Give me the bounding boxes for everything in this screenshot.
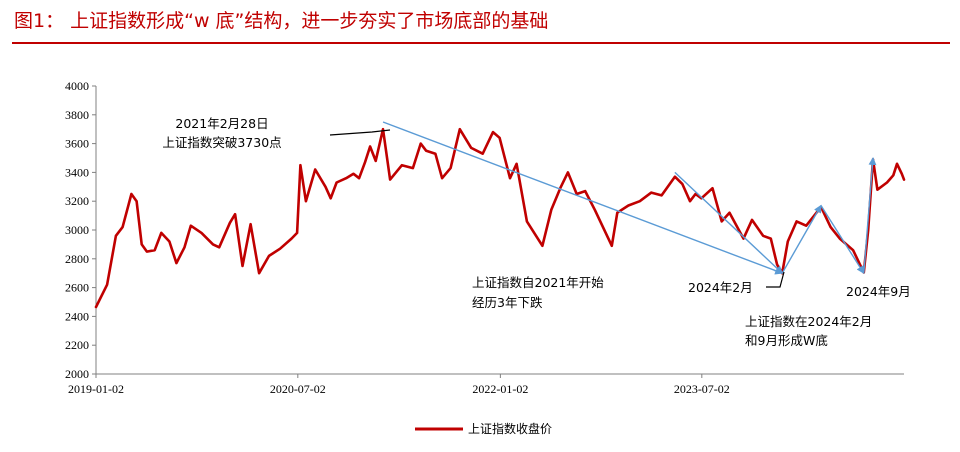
x-tick-label: 2022-01-02 — [472, 382, 528, 396]
annotation-line: 经历3年下跌 — [472, 295, 543, 310]
annotation-line: 上证指数突破3730点 — [162, 135, 281, 150]
y-tick-label: 3600 — [65, 137, 89, 151]
peak-leader-line — [329, 129, 391, 136]
annotation-sep2024: 2024年9月 — [846, 284, 911, 299]
annotation-wbottom: 上证指数在2024年2月和9月形成W底 — [745, 314, 872, 348]
annotation-peak: 2021年2月28日上证指数突破3730点 — [162, 116, 281, 150]
trend-arrow — [382, 121, 784, 275]
annotation-line: 和9月形成W底 — [745, 333, 828, 348]
annotation-decline: 上证指数自2021年开始经历3年下跌 — [472, 275, 604, 310]
y-tick-label: 4000 — [65, 79, 89, 93]
axes: 2000 2200 2400 2600 2800 3000 3200 3400 3600 3800… — [65, 79, 904, 396]
annotation-line: 上证指数在2024年2月 — [745, 314, 872, 329]
feb2024-leader-line — [766, 271, 785, 288]
y-tick-label: 2800 — [65, 252, 89, 266]
y-tick-label: 2400 — [65, 309, 89, 323]
trend-arrow — [781, 204, 822, 274]
trend-arrow — [820, 205, 865, 275]
x-tick-label: 2023-07-02 — [674, 382, 730, 396]
legend-label: 上证指数收盘价 — [468, 421, 552, 436]
trend-arrow — [863, 157, 877, 274]
annotation-line: 上证指数自2021年开始 — [472, 275, 604, 290]
x-tick-label: 2020-07-02 — [270, 382, 326, 396]
annotation-line: 2021年2月28日 — [175, 116, 268, 131]
x-tick-label: 2019-01-02 — [68, 382, 124, 396]
y-tick-label: 2000 — [65, 367, 89, 381]
y-tick-label: 3800 — [65, 108, 89, 122]
annotation-line: 2024年2月 — [688, 280, 753, 295]
y-tick-label: 2200 — [65, 338, 89, 352]
y-tick-label: 3000 — [65, 223, 89, 237]
annotation-line: 2024年9月 — [846, 284, 911, 299]
trend-arrows — [382, 121, 877, 275]
title-rule — [12, 42, 950, 44]
y-tick-label: 3200 — [65, 194, 89, 208]
figure-title: 图1： 上证指数形成“w 底”结构，进一步夯实了市场底部的基础 — [14, 10, 549, 32]
trend-arrow — [674, 171, 783, 274]
legend: 上证指数收盘价 — [415, 421, 552, 436]
annotation-feb2024: 2024年2月 — [688, 280, 753, 295]
y-tick-label: 3400 — [65, 165, 89, 179]
y-tick-label: 2600 — [65, 281, 89, 295]
